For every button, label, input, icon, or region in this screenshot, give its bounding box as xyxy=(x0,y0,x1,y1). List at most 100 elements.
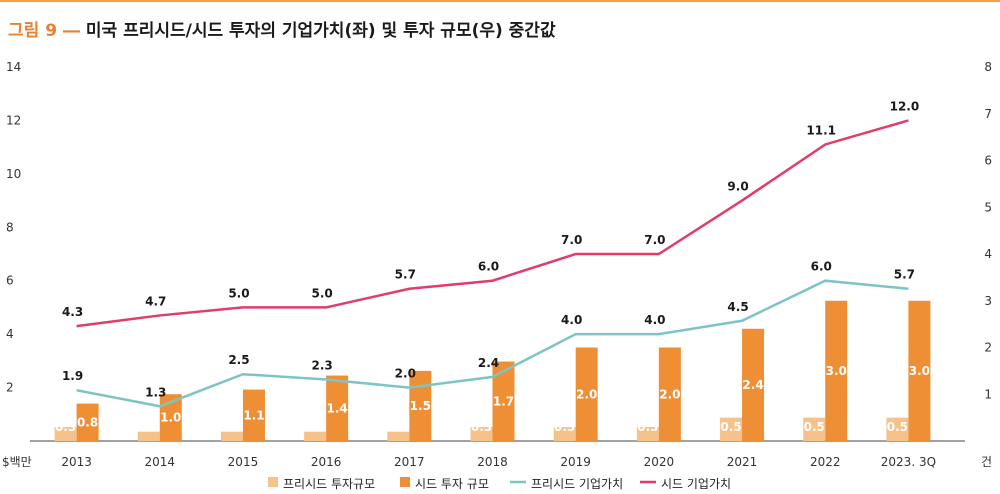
preseed-valuation-value-label: 4.5 xyxy=(727,300,748,314)
seed-valuation-value-label: 5.7 xyxy=(395,268,416,282)
seed-investment-bar xyxy=(492,361,515,441)
preseed-investment-bar xyxy=(54,426,77,441)
preseed-investment-bar xyxy=(220,431,243,441)
seed-investment-bar xyxy=(658,347,681,441)
x-axis-category-label: 2021 xyxy=(727,455,758,469)
seed-valuation-value-label: 9.0 xyxy=(727,180,748,194)
right-axis-tick-label: 7 xyxy=(984,107,992,121)
preseed-bar-value-label: 0.5 xyxy=(720,420,741,434)
seed-investment-bar xyxy=(76,403,99,441)
top-accent-line xyxy=(0,0,1000,2)
preseed-valuation-value-label: 6.0 xyxy=(811,260,832,274)
seed-bar-value-label: 0.8 xyxy=(77,415,98,429)
right-axis-tick-label: 8 xyxy=(984,60,992,74)
seed-valuation-value-label: 4.3 xyxy=(62,305,83,319)
legend-label: 시드 투자 규모 xyxy=(415,477,489,491)
seed-valuation-value-label: 6.0 xyxy=(478,260,499,274)
preseed-valuation-value-label: 1.3 xyxy=(145,385,166,399)
legend-label: 시드 기업가치 xyxy=(661,477,731,491)
seed-bar-value-label: 2.0 xyxy=(576,387,597,401)
preseed-bar-value-label: 0.2 xyxy=(388,420,409,434)
seed-bar-value-label: 3.0 xyxy=(826,364,847,378)
x-axis-category-label: 2020 xyxy=(644,455,675,469)
chart-title: 그림 9 ― 미국 프리시드/시드 투자의 기업가치(좌) 및 투자 규모(우)… xyxy=(8,16,556,41)
preseed-bar-value-label: 0.3 xyxy=(471,420,492,434)
x-axis-category-label: 2016 xyxy=(311,455,342,469)
x-axis-category-label: 2017 xyxy=(394,455,425,469)
preseed-valuation-value-label: 2.3 xyxy=(312,359,333,373)
preseed-valuation-value-label: 4.0 xyxy=(644,313,665,327)
preseed-investment-bar xyxy=(803,417,826,441)
seed-valuation-value-label: 4.7 xyxy=(145,294,166,308)
figure-title-text: 미국 프리시드/시드 투자의 기업가치(좌) 및 투자 규모(우) 중간값 xyxy=(85,21,556,41)
seed-bar-value-label: 1.7 xyxy=(493,394,514,408)
seed-investment-bar xyxy=(908,300,931,441)
preseed-valuation-value-label: 2.4 xyxy=(478,356,499,370)
legend-swatch-bar xyxy=(268,477,278,487)
left-axis-tick-label: 10 xyxy=(6,167,21,181)
preseed-bar-value-label: 0.2 xyxy=(305,420,326,434)
preseed-bar-value-label: 0.3 xyxy=(637,420,658,434)
preseed-bar-value-label: 0.3 xyxy=(554,420,575,434)
x-axis-category-label: 2014 xyxy=(144,455,175,469)
seed-bar-value-label: 3.0 xyxy=(909,364,930,378)
preseed-investment-bar xyxy=(553,426,576,441)
preseed-investment-bar xyxy=(304,431,327,441)
seed-investment-bar xyxy=(242,389,265,441)
left-axis-tick-label: 6 xyxy=(6,274,14,288)
seed-valuation-value-label: 11.1 xyxy=(806,123,836,137)
seed-valuation-value-label: 7.0 xyxy=(561,233,582,247)
seed-bar-value-label: 2.0 xyxy=(659,387,680,401)
preseed-bar-value-label: 0.5 xyxy=(804,420,825,434)
preseed-valuation-value-label: 5.7 xyxy=(894,268,915,282)
seed-bar-value-label: 1.1 xyxy=(243,408,264,422)
preseed-bar-value-label: 0.5 xyxy=(887,420,908,434)
preseed-valuation-value-label: 2.5 xyxy=(228,353,249,367)
seed-bar-value-label: 1.0 xyxy=(160,411,181,425)
x-axis-category-label: 2019 xyxy=(560,455,591,469)
seed-investment-bar xyxy=(326,375,349,441)
preseed-valuation-value-label: 2.0 xyxy=(395,367,416,381)
seed-bar-value-label: 1.4 xyxy=(327,401,348,415)
right-axis-tick-label: 6 xyxy=(984,154,992,168)
preseed-bar-value-label: 0.2 xyxy=(138,420,159,434)
preseed-investment-bar xyxy=(720,417,743,441)
x-axis-category-label: 2018 xyxy=(477,455,508,469)
x-axis-category-label: 2023. 3Q xyxy=(881,455,936,469)
left-axis-tick-label: 2 xyxy=(6,381,14,395)
legend-label: 프리시드 투자규모 xyxy=(283,477,375,491)
preseed-valuation-value-label: 1.9 xyxy=(62,369,83,383)
seed-investment-bar xyxy=(159,394,182,441)
seed-bar-value-label: 1.5 xyxy=(410,399,431,413)
preseed-valuation-value-label: 4.0 xyxy=(561,313,582,327)
seed-bar-value-label: 2.4 xyxy=(742,378,763,392)
right-axis-tick-label: 5 xyxy=(984,200,992,214)
left-axis-tick-label: 8 xyxy=(6,220,14,234)
preseed-bar-value-label: 0.2 xyxy=(221,420,242,434)
x-axis-category-label: 2013 xyxy=(61,455,92,469)
x-axis-category-label: 2022 xyxy=(810,455,841,469)
seed-investment-bar xyxy=(409,370,432,441)
preseed-investment-bar xyxy=(137,431,160,441)
right-axis-tick-label: 2 xyxy=(984,341,992,355)
legend-label: 프리시드 기업가치 xyxy=(531,477,623,491)
right-axis-tick-label: 1 xyxy=(984,387,992,401)
preseed-investment-bar xyxy=(636,426,659,441)
seed-investment-bar xyxy=(825,300,848,441)
preseed-investment-bar xyxy=(470,426,493,441)
preseed-bar-value-label: 0.3 xyxy=(55,420,76,434)
seed-valuation-line xyxy=(76,119,909,328)
legend-swatch-bar xyxy=(400,477,410,487)
seed-valuation-value-label: 5.0 xyxy=(312,286,333,300)
seed-investment-bar xyxy=(742,328,765,441)
seed-valuation-value-label: 12.0 xyxy=(890,99,920,113)
right-axis-tick-label: 3 xyxy=(984,294,992,308)
figure-label: 그림 9 ― xyxy=(8,21,80,41)
left-axis-tick-label: 4 xyxy=(6,327,14,341)
right-axis-tick-label: 4 xyxy=(984,247,992,261)
left-axis-tick-label: 14 xyxy=(6,60,21,74)
left-axis-tick-label: 12 xyxy=(6,113,21,127)
preseed-investment-bar xyxy=(886,417,909,441)
left-axis-unit-label: $백만 xyxy=(2,455,32,469)
